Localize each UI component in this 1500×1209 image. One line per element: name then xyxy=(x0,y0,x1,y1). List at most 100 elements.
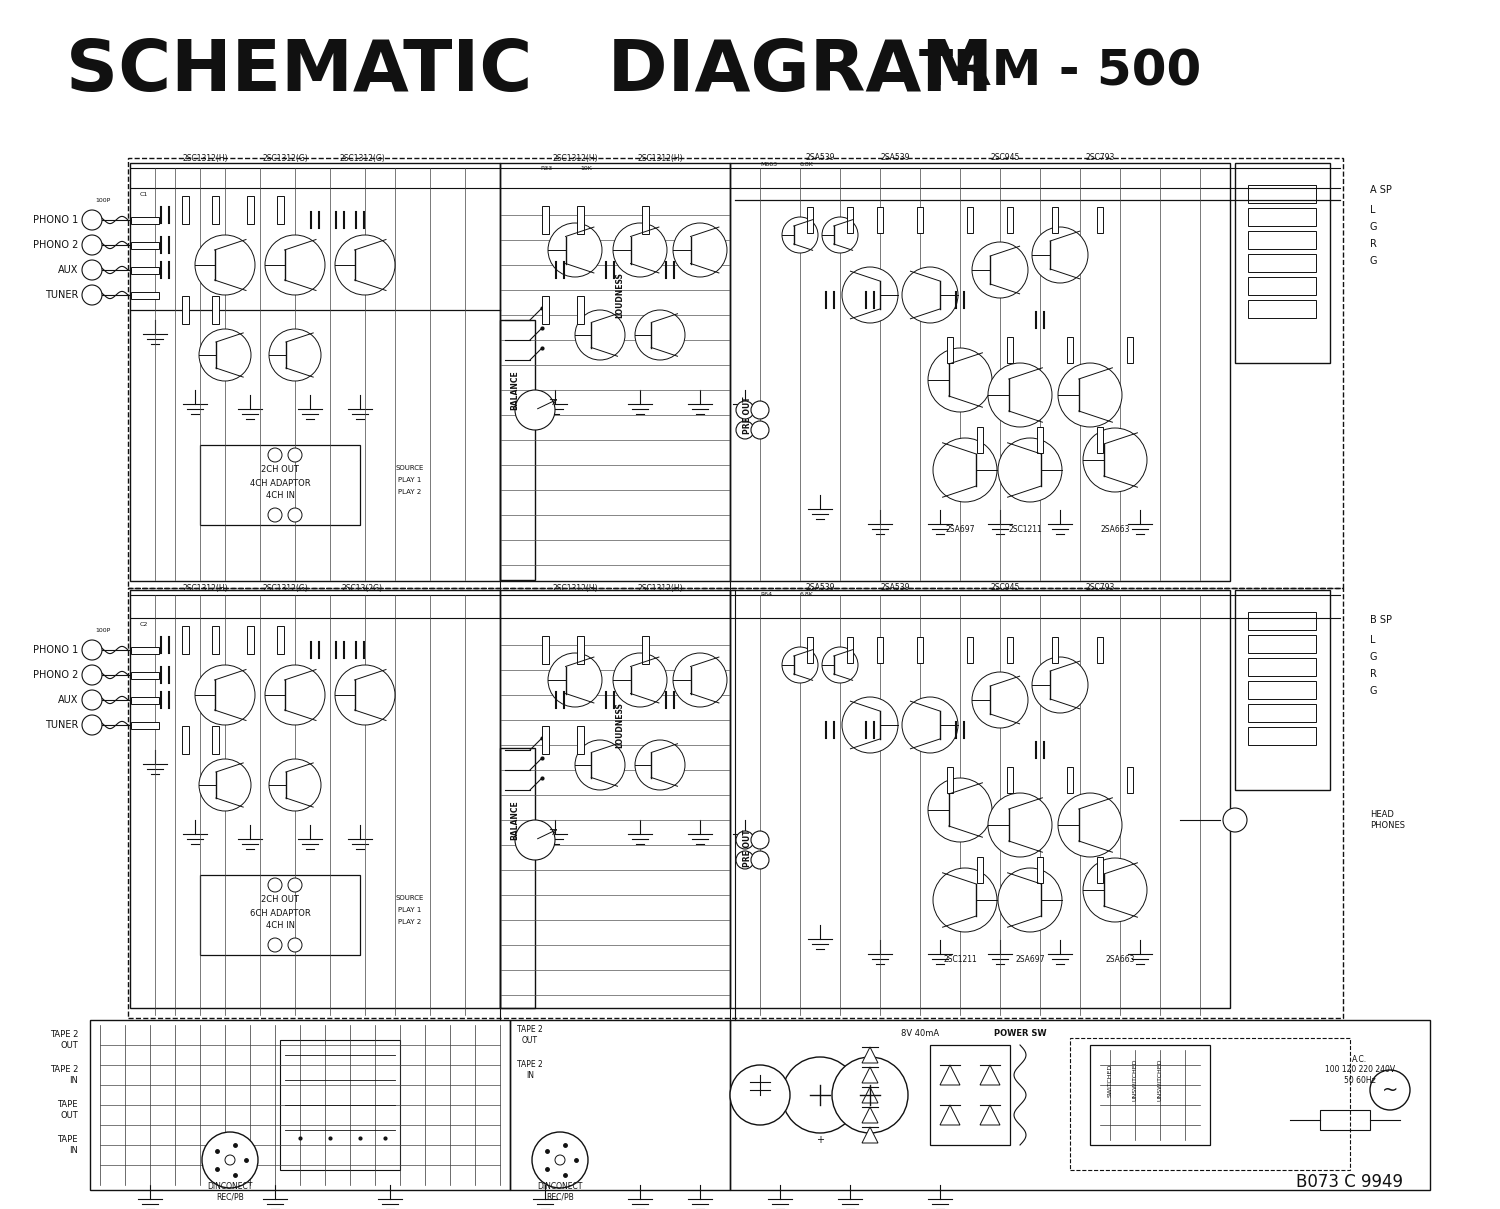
Polygon shape xyxy=(940,1065,960,1084)
Text: SCHEMATIC   DIAGRAM: SCHEMATIC DIAGRAM xyxy=(66,37,993,106)
Bar xyxy=(130,291,159,299)
Text: TAPE
OUT: TAPE OUT xyxy=(57,1100,78,1120)
Circle shape xyxy=(268,449,282,462)
Text: 2SC1312(H): 2SC1312(H) xyxy=(552,154,598,162)
Text: B073 C 9949: B073 C 9949 xyxy=(1296,1173,1404,1191)
Circle shape xyxy=(195,665,255,725)
Bar xyxy=(1248,612,1316,630)
Text: PLAY 1: PLAY 1 xyxy=(399,478,422,484)
Circle shape xyxy=(614,653,668,707)
Polygon shape xyxy=(980,1065,1000,1084)
Circle shape xyxy=(268,759,321,811)
Text: +: + xyxy=(865,1135,874,1145)
Bar xyxy=(878,207,884,233)
Polygon shape xyxy=(862,1127,877,1143)
Circle shape xyxy=(933,868,998,932)
Circle shape xyxy=(842,698,898,753)
Text: 2SC1312(G): 2SC1312(G) xyxy=(262,154,308,162)
Bar xyxy=(1248,231,1316,249)
Text: L: L xyxy=(1370,206,1376,215)
Text: BALANCE: BALANCE xyxy=(510,800,519,840)
Bar xyxy=(807,207,813,233)
Bar xyxy=(1007,767,1013,793)
Text: AUX: AUX xyxy=(57,265,78,274)
Bar xyxy=(542,636,549,664)
Polygon shape xyxy=(940,1105,960,1126)
Text: R64: R64 xyxy=(760,592,772,597)
Bar xyxy=(246,196,254,224)
Circle shape xyxy=(288,938,302,951)
Bar xyxy=(642,636,648,664)
Bar xyxy=(576,206,584,235)
Circle shape xyxy=(674,653,728,707)
Text: 8V 40mA: 8V 40mA xyxy=(902,1029,939,1037)
Circle shape xyxy=(266,665,326,725)
Circle shape xyxy=(266,235,326,295)
Bar xyxy=(182,296,189,324)
Circle shape xyxy=(730,1065,790,1126)
Bar xyxy=(128,158,1342,588)
Bar xyxy=(130,242,159,249)
Bar xyxy=(930,1045,1010,1145)
Text: 6.8K: 6.8K xyxy=(800,162,814,168)
Circle shape xyxy=(288,878,302,892)
Polygon shape xyxy=(862,1047,877,1063)
Bar xyxy=(807,637,813,663)
Text: DINCONECT
REC/PB: DINCONECT REC/PB xyxy=(537,1182,582,1202)
Circle shape xyxy=(782,647,818,683)
Bar xyxy=(1007,637,1013,663)
Bar xyxy=(211,725,219,754)
Text: 100P: 100P xyxy=(94,197,111,202)
Bar xyxy=(730,163,1230,582)
Circle shape xyxy=(752,421,770,439)
Text: 2SC1211: 2SC1211 xyxy=(944,955,976,965)
Text: TAPE 2
OUT: TAPE 2 OUT xyxy=(50,1030,78,1049)
Bar xyxy=(182,626,189,654)
Text: G: G xyxy=(1370,686,1377,696)
Bar xyxy=(1248,185,1316,203)
Circle shape xyxy=(736,421,754,439)
Text: 2SA539: 2SA539 xyxy=(806,584,834,592)
Circle shape xyxy=(1083,428,1148,492)
Bar xyxy=(1036,857,1042,883)
Text: 2SC13(2G): 2SC13(2G) xyxy=(342,584,382,592)
Text: 2SC1312(H): 2SC1312(H) xyxy=(638,584,682,592)
Circle shape xyxy=(833,1057,908,1133)
Text: PLAY 2: PLAY 2 xyxy=(399,919,422,925)
Bar xyxy=(211,626,219,654)
Polygon shape xyxy=(862,1107,877,1123)
Bar xyxy=(916,207,922,233)
Bar xyxy=(500,320,536,580)
Bar xyxy=(1248,681,1316,699)
Text: 2SC1312(G): 2SC1312(G) xyxy=(339,154,386,162)
Bar xyxy=(576,725,584,754)
Circle shape xyxy=(998,868,1062,932)
Circle shape xyxy=(933,438,998,502)
Text: ~: ~ xyxy=(1382,1081,1398,1099)
Text: A SP: A SP xyxy=(1370,185,1392,195)
Text: 6CH ADAPTOR: 6CH ADAPTOR xyxy=(249,908,310,918)
Circle shape xyxy=(195,235,255,295)
Bar xyxy=(1052,637,1058,663)
Polygon shape xyxy=(862,1087,877,1103)
Bar xyxy=(1096,207,1102,233)
Text: R: R xyxy=(1370,239,1377,249)
Bar xyxy=(1248,727,1316,745)
Bar xyxy=(976,857,982,883)
Text: LOUDNESS: LOUDNESS xyxy=(615,272,624,318)
Circle shape xyxy=(82,260,102,280)
Circle shape xyxy=(972,242,1028,297)
Circle shape xyxy=(822,647,858,683)
Bar xyxy=(916,637,922,663)
Circle shape xyxy=(736,831,754,849)
Text: 2SC1312(H): 2SC1312(H) xyxy=(552,584,598,592)
Bar xyxy=(1320,1110,1370,1130)
Bar xyxy=(1096,857,1102,883)
Text: +: + xyxy=(816,1135,824,1145)
Text: G: G xyxy=(1370,222,1377,232)
Bar xyxy=(1126,337,1132,363)
Text: TRM - 500: TRM - 500 xyxy=(920,48,1202,96)
Circle shape xyxy=(548,653,602,707)
Bar xyxy=(542,206,549,235)
Circle shape xyxy=(82,210,102,230)
